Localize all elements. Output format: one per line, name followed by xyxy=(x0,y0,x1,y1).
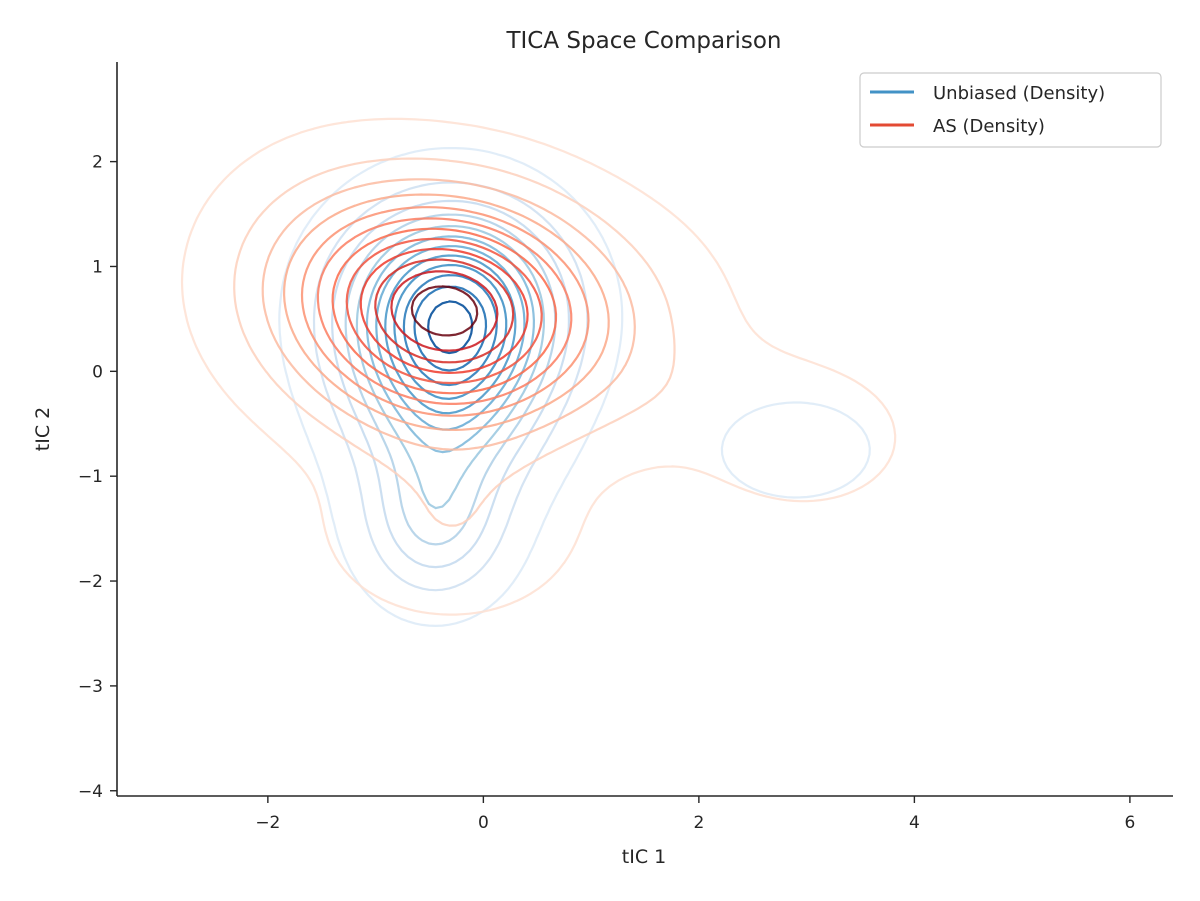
contour-level-1-6 xyxy=(331,227,558,395)
contour-level-0-11 xyxy=(427,300,474,355)
y-tick-label: −2 xyxy=(78,572,103,592)
contour-series-1 xyxy=(180,117,897,616)
y-tick-label: −1 xyxy=(78,467,103,487)
x-tick-label: 6 xyxy=(1124,813,1135,833)
legend: Unbiased (Density) AS (Density) xyxy=(859,72,1162,148)
contour-level-0-6 xyxy=(375,245,526,431)
legend-frame xyxy=(859,72,1162,148)
contour-level-1-8 xyxy=(359,247,529,374)
x-tick-label: 4 xyxy=(909,813,920,833)
y-axis-label: tIC 2 xyxy=(32,407,54,451)
y-tick-label: −3 xyxy=(78,677,103,697)
x-tick-label: 0 xyxy=(478,813,489,833)
y-tick-label: 2 xyxy=(92,153,103,173)
contour-level-0-5 xyxy=(365,235,535,454)
x-axis-label: tIC 1 xyxy=(622,846,666,868)
y-tick-label: 1 xyxy=(92,257,103,277)
contour-area xyxy=(180,117,897,627)
axes xyxy=(116,62,1173,797)
x-tick-label: 2 xyxy=(693,813,704,833)
chart-title: TICA Space Comparison xyxy=(505,28,781,54)
contour-level-1-7 xyxy=(345,237,543,385)
y-ticks: −4 −3 −2 −1 0 1 2 xyxy=(78,153,117,802)
x-ticks: −2 0 2 4 6 xyxy=(255,796,1135,833)
y-tick-label: −4 xyxy=(78,782,103,802)
contour-level-1-1 xyxy=(233,157,676,527)
legend-label-unbiased: Unbiased (Density) xyxy=(933,83,1105,104)
contour-level-1-10 xyxy=(390,270,499,352)
contour-level-0-8 xyxy=(393,263,508,400)
x-tick-label: −2 xyxy=(255,813,280,833)
y-tick-label: 0 xyxy=(92,362,103,382)
contour-level-1-3 xyxy=(283,193,610,431)
legend-label-as: AS (Density) xyxy=(933,116,1045,137)
contour-level-1-4 xyxy=(300,206,590,417)
contour-level-1-11 xyxy=(410,285,479,337)
contour-level-1-5 xyxy=(316,217,573,405)
contour-level-1-2 xyxy=(261,178,636,451)
contour-level-1-0 xyxy=(180,117,897,616)
contour-level-1-9 xyxy=(374,258,515,364)
